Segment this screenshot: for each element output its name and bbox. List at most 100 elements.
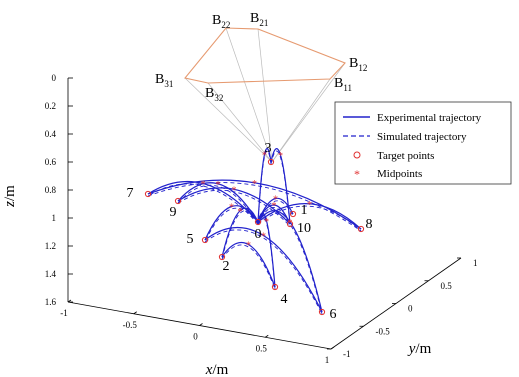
legend-label-experimental: Experimental trajectory — [377, 112, 482, 124]
platform-vertex-label: B32 — [205, 86, 223, 103]
x-tick-mark — [330, 346, 335, 350]
midpoint-marker: * — [261, 232, 266, 243]
simulated-trajectory — [270, 150, 291, 227]
z-tick-label: 1.6 — [45, 297, 57, 307]
z-tick-label: 0.8 — [45, 185, 57, 195]
x-tick-label: 0 — [193, 332, 198, 342]
midpoint-marker: * — [262, 151, 267, 162]
cable-line — [271, 78, 331, 163]
target-point-marker — [144, 190, 152, 198]
y-axis-label: y/m — [407, 341, 432, 357]
midpoint-marker: * — [272, 201, 277, 212]
midpoint-marker: * — [216, 180, 221, 191]
experimental-trajectory — [204, 226, 323, 313]
target-point-label: 6 — [330, 307, 337, 322]
midpoint-marker: * — [288, 218, 293, 229]
x-axis-var: x — [205, 362, 213, 377]
simulated-trajectory — [204, 229, 323, 315]
simulated-trajectory — [257, 214, 276, 290]
experimental-trajectory — [177, 187, 291, 225]
x-tick-mark — [199, 323, 203, 326]
platform-vertex-label: B12 — [349, 56, 367, 73]
z-tick-label: 1 — [52, 213, 57, 223]
y-tick-label: 0.5 — [441, 281, 453, 291]
midpoint-marker: * — [232, 185, 237, 196]
platform-vertex-label: B31 — [155, 72, 173, 89]
target-point-marker — [318, 308, 326, 316]
target-point-label: 2 — [223, 259, 230, 274]
target-point-label: 10 — [297, 221, 311, 236]
z-tick-label: 1.4 — [45, 269, 57, 279]
target-point-marker — [289, 210, 297, 218]
experimental-trajectory — [221, 207, 259, 258]
experimental-trajectory — [177, 182, 259, 223]
target-point-label: 1 — [301, 203, 308, 218]
target-point-label: 5 — [187, 232, 194, 247]
x-tick-label: -1 — [60, 308, 68, 318]
simulated-trajectory — [177, 184, 259, 225]
platform-vertex-label: B21 — [250, 11, 268, 28]
z-tick-group: 0 0.2 0.4 0.6 0.8 1 1.2 1.4 1.6 — [45, 73, 73, 307]
platform-vertex-label: B11 — [334, 76, 352, 93]
cable-line — [257, 28, 273, 163]
z-axis-unit: /m — [2, 185, 18, 201]
legend-label-midpoint: Midpoints — [377, 168, 422, 180]
legend-sample-midpoint: * — [354, 167, 360, 181]
target-point-label: 4 — [281, 292, 288, 307]
y-tick-label: 0 — [408, 304, 413, 314]
x-axis-label: x/m — [205, 362, 229, 377]
midpoint-marker: * — [246, 241, 251, 252]
x-tick-group: -1 -0.5 0 0.5 1 — [60, 299, 335, 365]
z-axis-var: z — [2, 201, 18, 208]
target-point-marker — [201, 236, 209, 244]
cable-line — [225, 27, 273, 163]
y-axis-unit: /m — [415, 341, 431, 357]
experimental-trajectory — [204, 205, 259, 241]
cable-line — [207, 82, 273, 163]
midpoint-marker: * — [278, 151, 283, 162]
experimental-trajectory — [147, 179, 362, 230]
platform-outline — [184, 27, 346, 84]
legend-label-simulated: Simulated trajectory — [377, 131, 467, 143]
y-tick-label: -0.5 — [376, 326, 391, 336]
legend: Experimental trajectory Simulated trajec… — [334, 101, 512, 185]
target-point-marker — [254, 218, 262, 226]
simulated-trajectory — [221, 244, 276, 290]
experimental-trajectory — [257, 203, 362, 230]
legend-sample-target — [353, 151, 361, 159]
z-axis-label: z/m — [2, 185, 18, 208]
x-tick-mark — [265, 334, 269, 338]
target-point-marker — [267, 158, 275, 166]
target-point-marker — [218, 253, 226, 261]
platform-vertex-label: B22 — [212, 13, 230, 30]
z-tick-label: 0.2 — [45, 101, 56, 111]
simulated-trajectory — [257, 150, 272, 225]
z-tick-label: 0.6 — [45, 157, 57, 167]
experimental-trajectory — [270, 148, 291, 225]
y-tick-label: -1 — [343, 349, 351, 359]
simulated-trajectory — [147, 182, 362, 232]
y-axis-var: y — [407, 341, 416, 357]
x-tick-mark — [67, 299, 72, 303]
cable-line — [271, 62, 346, 163]
midpoint-marker: * — [264, 217, 269, 228]
base-platform: B21 B12 B11 B32 B31 B22 — [155, 11, 367, 103]
simulated-trajectory — [204, 207, 259, 243]
experimental-trajectory — [221, 241, 276, 288]
target-point-label: 3 — [265, 141, 272, 156]
cable-lines — [184, 27, 346, 163]
target-point-marker — [357, 225, 365, 233]
target-point-label: 0 — [255, 227, 262, 242]
x-tick-label: -0.5 — [123, 320, 138, 330]
experimental-trajectory — [257, 204, 291, 225]
simulated-trajectory — [177, 189, 291, 227]
legend-label-target: Target points — [377, 150, 434, 162]
midpoint-marker: * — [238, 207, 243, 218]
target-point-marker — [286, 220, 294, 228]
x-tick-mark — [133, 311, 137, 315]
target-point-marker — [174, 197, 182, 205]
legend-box — [334, 101, 512, 185]
midpoint-marker: * — [229, 203, 234, 214]
